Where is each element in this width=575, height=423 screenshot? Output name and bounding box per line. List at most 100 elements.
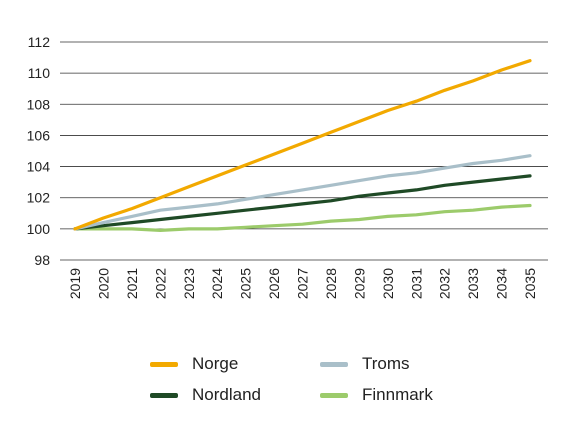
data-point-nordland-2021	[130, 221, 134, 224]
x-tick-label-2025: 2025	[238, 268, 254, 299]
data-point-nordland-2025	[244, 208, 247, 212]
line-chart: 98 100 102 104 106 108 110 112 2019 2020 2021 2022 2…	[27, 34, 548, 299]
data-point-norge-2025	[244, 163, 247, 167]
data-point-norge-2023	[187, 185, 190, 189]
data-point-finnmark-2026	[272, 224, 276, 227]
data-point-troms-2022	[159, 208, 162, 212]
data-point-troms-2030	[386, 174, 390, 178]
data-point-norge-2027	[301, 142, 304, 145]
x-tick-label-2035: 2035	[522, 268, 538, 299]
data-point-norge-2020	[102, 216, 105, 220]
data-point-finnmark-2035	[528, 204, 532, 207]
data-point-nordland-2028	[329, 199, 333, 203]
x-tick-label-2022: 2022	[152, 268, 168, 299]
data-point-troms-2034	[500, 159, 503, 162]
data-point-norge-2030	[386, 109, 390, 112]
data-point-finnmark-2034	[500, 205, 503, 209]
data-point-norge-2026	[272, 152, 276, 156]
data-point-troms-2023	[187, 205, 190, 209]
legend-label-norge: Norge	[192, 354, 239, 373]
data-point-troms-2025	[244, 198, 247, 201]
data-point-norge-2024	[215, 174, 219, 178]
data-point-finnmark-2033	[471, 208, 475, 212]
data-point-nordland-2033	[471, 180, 475, 184]
y-tick-label-108: 108	[27, 96, 51, 112]
data-point-troms-2031	[415, 171, 418, 174]
data-point-norge-2033	[471, 79, 475, 83]
data-point-troms-2033	[471, 162, 475, 165]
data-point-norge-2022	[159, 196, 162, 199]
data-point-norge-2028	[329, 131, 333, 134]
data-point-finnmark-2022	[159, 229, 162, 232]
y-tick-label-98: 98	[34, 252, 50, 268]
legend-item-norge: Norge	[150, 352, 238, 376]
data-point-finnmark-2027	[301, 222, 304, 226]
data-point-nordland-2027	[301, 202, 304, 206]
data-point-nordland-2032	[443, 184, 446, 187]
x-tick-label-2032: 2032	[437, 268, 453, 299]
data-point-finnmark-2029	[358, 218, 361, 221]
data-point-troms-2026	[272, 193, 276, 196]
data-point-finnmark-2028	[329, 219, 333, 223]
x-tick-label-2021: 2021	[124, 268, 140, 299]
x-tick-label-2029: 2029	[351, 268, 367, 299]
data-point-finnmark-2021	[130, 227, 134, 231]
data-point-finnmark-2030	[386, 215, 390, 218]
data-point-nordland-2023	[187, 215, 190, 218]
data-point-finnmark-2031	[415, 213, 418, 217]
legend-swatch-norge	[150, 361, 178, 367]
y-tick-label-112: 112	[28, 34, 51, 50]
data-point-finnmark-2023	[187, 227, 190, 231]
data-point-troms-2020	[102, 221, 105, 224]
legend-item-nordland: Nordland	[150, 383, 261, 407]
legend-item-finnmark: Finnmark	[320, 383, 433, 407]
x-tick-label-2019: 2019	[67, 268, 83, 299]
legend-swatch-finnmark	[320, 392, 348, 398]
data-point-norge-2021	[130, 207, 134, 210]
y-tick-label-100: 100	[27, 221, 51, 237]
data-point-nordland-2035	[528, 174, 532, 178]
data-point-troms-2024	[215, 202, 219, 206]
data-point-finnmark-2025	[244, 226, 247, 229]
x-tick-label-2023: 2023	[181, 268, 197, 299]
y-tick-label-102: 102	[27, 190, 51, 206]
x-tick-label-2033: 2033	[465, 268, 481, 299]
data-point-nordland-2024	[215, 212, 219, 215]
data-point-troms-2027	[301, 188, 304, 192]
y-tick-label-110: 110	[28, 65, 51, 81]
data-point-troms-2029	[358, 179, 361, 182]
data-point-norge-2019	[73, 227, 77, 231]
x-tick-label-2027: 2027	[295, 268, 311, 299]
y-tick-label-104: 104	[27, 159, 51, 175]
data-point-nordland-2029	[358, 194, 361, 198]
series-line-finnmark	[73, 203, 532, 232]
legend-swatch-troms	[320, 361, 348, 367]
data-point-nordland-2020	[102, 224, 105, 227]
data-point-troms-2032	[443, 166, 446, 170]
data-point-nordland-2026	[272, 205, 276, 209]
legend-label-troms: Troms	[362, 354, 410, 373]
data-point-norge-2031	[415, 99, 418, 103]
legend-label-finnmark: Finnmark	[362, 385, 433, 404]
data-point-troms-2028	[329, 184, 333, 187]
legend-swatch-nordland	[150, 392, 178, 398]
data-point-finnmark-2032	[443, 210, 446, 213]
y-tick-label-106: 106	[27, 127, 51, 143]
data-point-troms-2035	[528, 154, 532, 157]
data-point-norge-2035	[528, 59, 532, 62]
x-tick-label-2020: 2020	[95, 268, 111, 299]
x-tick-label-2030: 2030	[380, 268, 396, 299]
x-tick-label-2028: 2028	[323, 268, 339, 299]
data-point-finnmark-2024	[215, 227, 219, 231]
data-point-finnmark-2020	[102, 227, 105, 231]
data-point-troms-2021	[130, 215, 134, 218]
data-point-nordland-2030	[386, 191, 390, 195]
data-point-nordland-2031	[415, 188, 418, 192]
x-tick-label-2034: 2034	[494, 268, 510, 299]
data-point-norge-2029	[358, 120, 361, 123]
data-point-norge-2034	[500, 68, 503, 72]
data-point-norge-2032	[443, 89, 446, 92]
data-point-nordland-2022	[159, 218, 162, 221]
legend: Norge Troms Nordland Finnmark	[0, 340, 575, 420]
